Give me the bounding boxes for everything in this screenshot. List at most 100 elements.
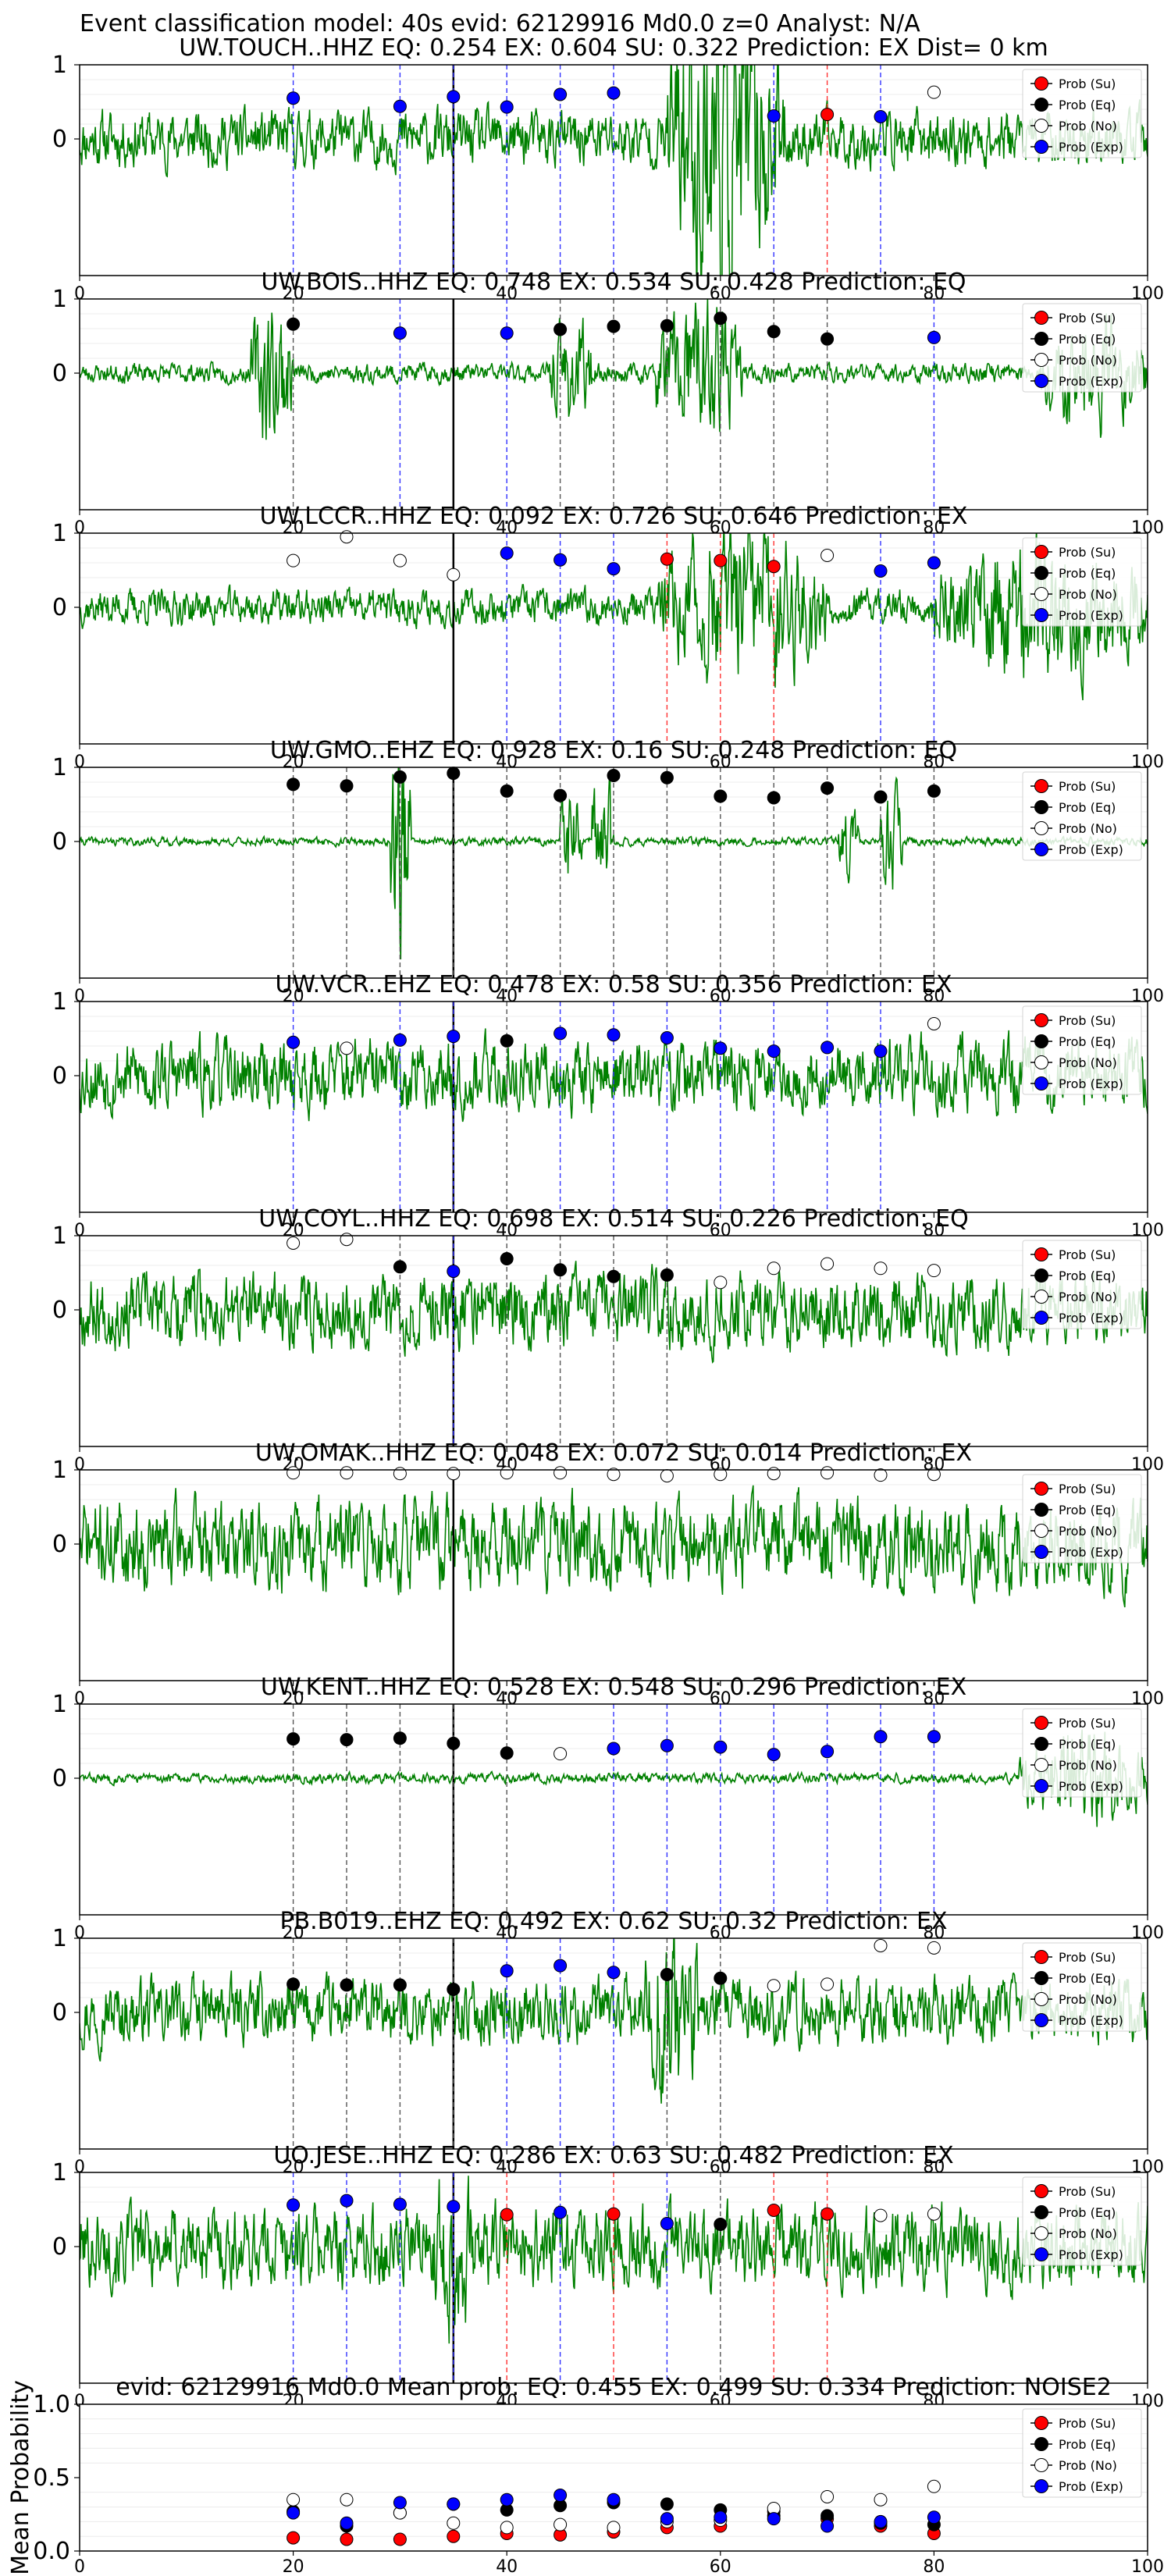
- legend-box: [1022, 1474, 1142, 1564]
- prob-point-eq: [500, 1034, 514, 1048]
- legend-marker-su: [1034, 76, 1048, 91]
- prob-point-no: [340, 1233, 354, 1247]
- prob-point-no: [927, 1941, 941, 1955]
- legend-label: Prob (Su): [1059, 545, 1116, 560]
- panel-0: UW.TOUCH..HHZ EQ: 0.254 EX: 0.604 SU: 0.…: [52, 34, 1164, 330]
- legend-label: Prob (No): [1059, 1290, 1117, 1304]
- legend-marker-eq: [1034, 98, 1048, 112]
- legend-marker-eq: [1034, 2437, 1048, 2451]
- prob-point-no: [714, 1276, 728, 1290]
- prob-point-eq: [287, 317, 301, 331]
- figure-suptitle: Event classification model: 40s evid: 62…: [80, 10, 920, 37]
- prob-point-eq: [660, 1968, 674, 1982]
- legend-box: [1022, 1005, 1142, 1095]
- legend-label: Prob (No): [1059, 119, 1117, 133]
- prob-point-exp: [660, 1738, 674, 1752]
- prob-point-eq: [447, 767, 461, 781]
- legend-label: Prob (Exp): [1059, 1779, 1123, 1794]
- legend-label: Prob (Exp): [1059, 2479, 1123, 2494]
- prob-point-exp: [287, 91, 301, 105]
- prob-point-eq: [607, 1269, 621, 1283]
- panel-title: PB.B019..EHZ EQ: 0.492 EX: 0.62 SU: 0.32…: [280, 1908, 948, 1935]
- mean-point-no: [447, 2516, 461, 2530]
- prob-point-exp: [447, 1030, 461, 1044]
- legend-marker-eq: [1034, 566, 1048, 580]
- prob-point-no: [714, 1468, 728, 1482]
- legend-marker-eq: [1034, 800, 1048, 814]
- y-tick-label: 0.5: [33, 2464, 70, 2492]
- prob-point-no: [767, 1467, 781, 1481]
- prob-point-no: [874, 2208, 888, 2222]
- prob-point-exp: [447, 1265, 461, 1279]
- prob-point-su: [767, 2203, 781, 2217]
- prob-point-eq: [393, 1978, 407, 1992]
- legend-marker-no: [1034, 1290, 1048, 1304]
- prob-point-exp: [607, 1028, 621, 1042]
- legend-label: Prob (Su): [1059, 779, 1116, 794]
- prob-point-exp: [874, 110, 888, 123]
- y-tick-label: 0: [52, 1297, 67, 1324]
- prob-point-eq: [447, 1983, 461, 1997]
- prob-point-eq: [820, 781, 835, 795]
- prob-point-exp: [874, 1730, 888, 1744]
- prob-point-eq: [287, 1732, 301, 1746]
- x-tick-label: 20: [283, 2557, 304, 2576]
- prob-point-su: [500, 2208, 514, 2222]
- prob-point-eq: [607, 319, 621, 333]
- prob-point-no: [340, 1466, 354, 1480]
- legend-label: Prob (Eq): [1059, 2437, 1116, 2452]
- legend-marker-exp: [1034, 374, 1048, 388]
- prob-point-exp: [393, 2197, 407, 2211]
- legend: Prob (Su) Prob (Eq) Prob (No) Prob (Exp): [1022, 1240, 1142, 1329]
- mean-point-exp: [820, 2519, 835, 2533]
- legend-label: Prob (Eq): [1059, 1503, 1116, 1517]
- prob-point-exp: [447, 2200, 461, 2214]
- prob-point-exp: [553, 1026, 568, 1041]
- prob-point-eq: [660, 770, 674, 785]
- y-tick-label: 0: [52, 1765, 67, 1792]
- legend-label: Prob (No): [1059, 353, 1117, 368]
- legend-box: [1022, 2176, 1142, 2266]
- mean-point-exp: [927, 2510, 941, 2524]
- plot-frame: [79, 2172, 1148, 2384]
- prob-point-exp: [447, 90, 461, 104]
- legend-marker-no: [1034, 119, 1048, 133]
- prob-point-exp: [393, 326, 407, 340]
- mean-point-exp: [447, 2497, 461, 2511]
- plot-frame: [79, 1937, 1148, 2150]
- legend-marker-eq: [1034, 2205, 1048, 2219]
- mean-point-exp: [767, 2512, 781, 2526]
- legend-label: Prob (Exp): [1059, 842, 1123, 857]
- mean-point-no: [287, 2492, 301, 2507]
- y-tick-label: 1: [52, 1691, 67, 1718]
- legend-box: [1022, 303, 1142, 393]
- legend-marker-no: [1034, 1524, 1048, 1538]
- legend-marker-eq: [1034, 1503, 1048, 1517]
- prob-point-exp: [393, 1033, 407, 1047]
- prob-point-eq: [820, 332, 835, 346]
- prob-point-exp: [500, 326, 514, 340]
- prob-point-exp: [553, 1959, 568, 1973]
- prob-point-no: [927, 2207, 941, 2221]
- mean-point-su: [287, 2531, 301, 2545]
- prob-point-eq: [340, 779, 354, 793]
- prob-point-exp: [927, 1730, 941, 1744]
- mean-point-exp: [393, 2496, 407, 2510]
- legend-label: Prob (Exp): [1059, 1076, 1123, 1091]
- legend-marker-eq: [1034, 1737, 1048, 1751]
- prob-point-no: [287, 1236, 301, 1250]
- panel-title: UW.VCR..EHZ EQ: 0.478 EX: 0.58 SU: 0.356…: [276, 971, 952, 998]
- legend: Prob (Su) Prob (Eq) Prob (No) Prob (Exp): [1022, 1708, 1142, 1798]
- legend-label: Prob (Exp): [1059, 608, 1123, 623]
- plot-frame: [79, 1001, 1148, 1213]
- prob-point-exp: [607, 1966, 621, 1980]
- prob-point-eq: [553, 1263, 568, 1277]
- legend-label: Prob (Exp): [1059, 2013, 1123, 2028]
- prob-point-eq: [393, 770, 407, 784]
- prob-point-exp: [874, 1044, 888, 1059]
- prob-point-no: [393, 1467, 407, 1481]
- y-tick-label: 0.0: [33, 2538, 70, 2565]
- legend-marker-no: [1034, 353, 1048, 367]
- legend-label: Prob (No): [1059, 1992, 1117, 2007]
- prob-point-eq: [767, 325, 781, 339]
